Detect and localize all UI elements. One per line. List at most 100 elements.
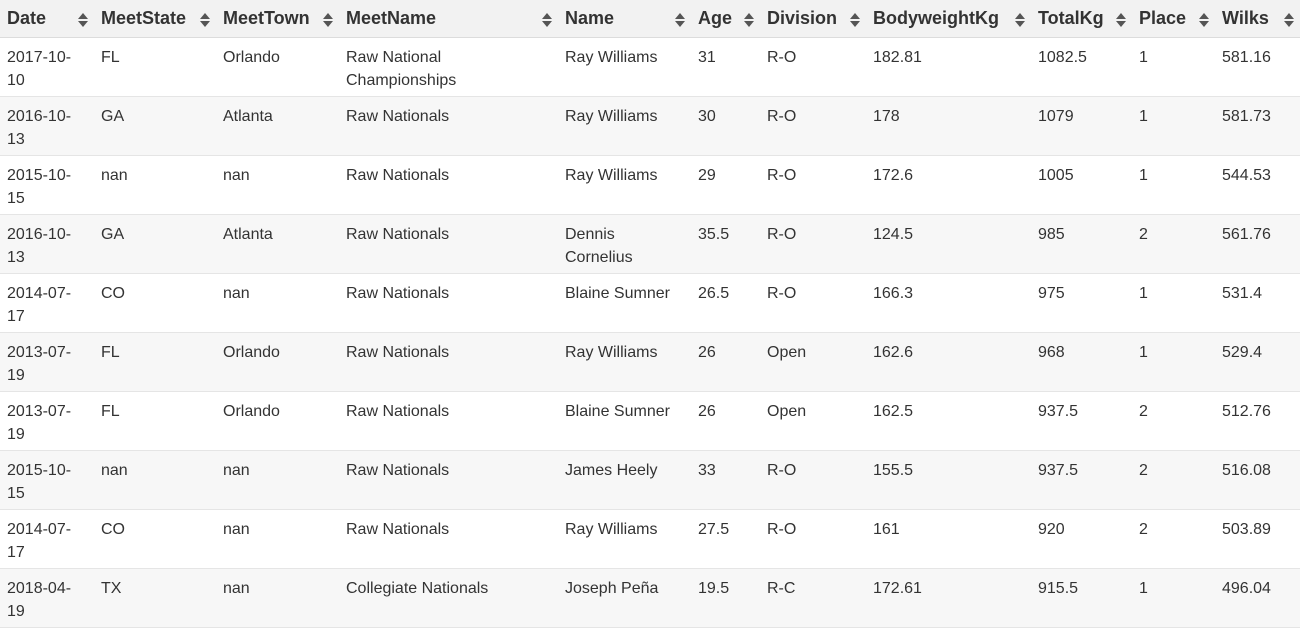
sort-both-icon[interactable] [1199,11,1209,28]
table-cell-meettown: Orlando [216,391,339,451]
table-body: 2017-10-10 FL Orlando Raw National Champion… [0,37,1300,628]
table-cell-date: 2017-10-10 [0,37,94,97]
table-cell-division: R-O [760,214,866,274]
table-cell-bodyweightkg: 124.5 [866,214,1031,274]
table-cell-name: Blaine Sumner [558,391,691,451]
table-cell-totalkg: 985 [1031,214,1132,274]
column-header-meetname[interactable]: MeetName [339,0,558,38]
table-cell-place: 1 [1132,155,1215,215]
table-cell-meetstate: GA [94,96,216,156]
table-cell-meetname: Raw Nationals [339,155,558,215]
table-cell-totalkg: 920 [1031,509,1132,569]
table-cell-place: 1 [1132,568,1215,628]
column-header-label: Place [1139,8,1187,29]
table-cell-age: 26.5 [691,273,760,333]
table-cell-totalkg: 915.5 [1031,568,1132,628]
table-cell-age: 33 [691,450,760,510]
column-header-label: MeetName [346,8,437,29]
table-cell-meetstate: TX [94,568,216,628]
table-cell-totalkg: 937.5 [1031,450,1132,510]
table-cell-wilks: 516.08 [1215,450,1300,510]
table-cell-place: 1 [1132,96,1215,156]
table-cell-place: 1 [1132,332,1215,392]
table-cell-meettown: nan [216,155,339,215]
sort-both-icon[interactable] [542,11,552,28]
table-cell-wilks: 561.76 [1215,214,1300,274]
table-cell-wilks: 544.53 [1215,155,1300,215]
table-cell-meetstate: GA [94,214,216,274]
column-header-meettown[interactable]: MeetTown [216,0,339,38]
table-cell-age: 27.5 [691,509,760,569]
table-cell-wilks: 581.16 [1215,37,1300,97]
table-cell-totalkg: 1005 [1031,155,1132,215]
table-cell-age: 31 [691,37,760,97]
table-cell-totalkg: 1079 [1031,96,1132,156]
table-cell-age: 26 [691,332,760,392]
column-header-label: BodyweightKg [873,8,999,29]
column-header-date[interactable]: Date [0,0,94,38]
column-header-bodyweightkg[interactable]: BodyweightKg [866,0,1031,38]
sort-both-icon[interactable] [1015,11,1025,28]
table-cell-name: Ray Williams [558,37,691,97]
sort-both-icon[interactable] [675,11,685,28]
sort-both-icon[interactable] [1116,11,1126,28]
sort-both-icon[interactable] [200,11,210,28]
sort-both-icon[interactable] [323,11,333,28]
table-cell-meettown: Atlanta [216,214,339,274]
table-cell-age: 35.5 [691,214,760,274]
table-cell-bodyweightkg: 166.3 [866,273,1031,333]
table-cell-meetstate: FL [94,332,216,392]
table-cell-meettown: nan [216,450,339,510]
table-cell-name: Ray Williams [558,509,691,569]
table-cell-wilks: 529.4 [1215,332,1300,392]
column-header-age[interactable]: Age [691,0,760,38]
table-cell-date: 2016-10-13 [0,96,94,156]
table-cell-date: 2015-10-15 [0,155,94,215]
table-row: 2013-07-19 FL Orlando Raw Nationals Ray Will… [0,332,1300,392]
column-header-totalkg[interactable]: TotalKg [1031,0,1132,38]
table-cell-date: 2014-07-17 [0,509,94,569]
table-cell-name: Joseph Peña [558,568,691,628]
table-cell-meetname: Raw Nationals [339,96,558,156]
column-header-division[interactable]: Division [760,0,866,38]
column-header-wilks[interactable]: Wilks [1215,0,1300,38]
sort-both-icon[interactable] [78,11,88,28]
table-cell-bodyweightkg: 172.6 [866,155,1031,215]
table-cell-place: 1 [1132,37,1215,97]
table-cell-date: 2016-10-13 [0,214,94,274]
table-cell-bodyweightkg: 178 [866,96,1031,156]
sort-both-icon[interactable] [1284,11,1294,28]
table-header: Date MeetState MeetTown MeetName Name Age Divi… [0,0,1300,38]
table-row: 2018-04-19 TX nan Collegiate Nationals Josep… [0,568,1300,628]
table-cell-wilks: 512.76 [1215,391,1300,451]
table-cell-place: 2 [1132,450,1215,510]
column-header-label: Division [767,8,838,29]
sort-both-icon[interactable] [744,11,754,28]
column-header-label: Wilks [1222,8,1269,29]
table-cell-division: R-C [760,568,866,628]
table-cell-age: 30 [691,96,760,156]
column-header-label: Date [7,8,47,29]
table-cell-bodyweightkg: 172.61 [866,568,1031,628]
column-header-place[interactable]: Place [1132,0,1215,38]
table-cell-date: 2018-04-19 [0,568,94,628]
table-cell-bodyweightkg: 161 [866,509,1031,569]
table-cell-division: R-O [760,37,866,97]
table-cell-wilks: 581.73 [1215,96,1300,156]
table-cell-name: Ray Williams [558,155,691,215]
table-row: 2014-07-17 CO nan Raw Nationals Ray Williams… [0,509,1300,569]
column-header-meetstate[interactable]: MeetState [94,0,216,38]
table-row: 2017-10-10 FL Orlando Raw National Champion… [0,37,1300,97]
table-cell-division: Open [760,332,866,392]
table-cell-meettown: nan [216,509,339,569]
table-cell-age: 29 [691,155,760,215]
sort-both-icon[interactable] [850,11,860,28]
table-cell-meettown: Orlando [216,332,339,392]
table-cell-meetname: Raw Nationals [339,391,558,451]
table-cell-date: 2015-10-15 [0,450,94,510]
column-header-name[interactable]: Name [558,0,691,38]
table-row: 2016-10-13 GA Atlanta Raw Nationals Ray Will… [0,96,1300,156]
table-cell-date: 2013-07-19 [0,391,94,451]
table-cell-date: 2013-07-19 [0,332,94,392]
